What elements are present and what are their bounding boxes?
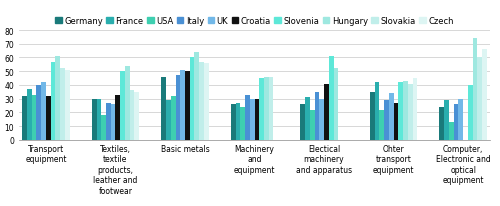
Bar xyxy=(166,101,171,140)
Bar xyxy=(245,95,250,140)
Bar xyxy=(125,66,130,140)
Bar xyxy=(120,72,125,140)
Bar xyxy=(384,101,389,140)
Bar xyxy=(240,107,245,140)
Bar xyxy=(130,91,134,140)
Bar xyxy=(190,58,194,140)
Bar xyxy=(204,64,208,140)
Bar xyxy=(236,103,240,140)
Bar xyxy=(389,94,394,140)
Bar xyxy=(32,95,36,140)
Bar xyxy=(162,77,166,140)
Bar xyxy=(27,90,32,140)
Bar xyxy=(60,69,65,140)
Bar xyxy=(380,110,384,140)
Bar xyxy=(65,70,70,140)
Bar xyxy=(300,105,305,140)
Bar xyxy=(56,57,60,140)
Bar xyxy=(110,105,116,140)
Bar xyxy=(472,39,478,140)
Bar xyxy=(36,85,41,140)
Bar xyxy=(305,98,310,140)
Bar xyxy=(310,110,314,140)
Bar xyxy=(370,92,374,140)
Bar xyxy=(449,122,454,140)
Legend: Germany, France, USA, Italy, UK, Croatia, Slovenia, Hungary, Slovakia, Czech: Germany, France, USA, Italy, UK, Croatia… xyxy=(55,17,454,26)
Bar xyxy=(324,84,329,140)
Bar xyxy=(440,107,444,140)
Bar xyxy=(194,53,199,140)
Bar xyxy=(314,92,320,140)
Bar xyxy=(374,83,380,140)
Bar xyxy=(180,70,185,140)
Bar xyxy=(171,96,175,140)
Bar xyxy=(478,58,482,140)
Bar xyxy=(185,72,190,140)
Bar xyxy=(394,103,398,140)
Bar xyxy=(403,81,408,140)
Bar xyxy=(334,69,338,140)
Bar xyxy=(482,50,487,140)
Bar xyxy=(116,95,120,140)
Bar xyxy=(412,79,417,140)
Bar xyxy=(102,116,106,140)
Bar xyxy=(199,62,204,140)
Bar xyxy=(259,79,264,140)
Bar xyxy=(320,99,324,140)
Bar xyxy=(264,77,268,140)
Bar xyxy=(250,99,254,140)
Bar xyxy=(176,76,180,140)
Bar xyxy=(268,77,274,140)
Bar xyxy=(454,105,458,140)
Bar xyxy=(96,99,102,140)
Bar xyxy=(134,92,139,140)
Bar xyxy=(231,105,235,140)
Bar xyxy=(41,83,46,140)
Bar xyxy=(444,101,449,140)
Bar xyxy=(458,99,463,140)
Bar xyxy=(106,103,110,140)
Bar xyxy=(408,84,412,140)
Bar xyxy=(92,99,96,140)
Bar xyxy=(254,99,259,140)
Bar xyxy=(46,96,50,140)
Bar xyxy=(50,62,56,140)
Bar xyxy=(398,83,403,140)
Bar xyxy=(468,85,472,140)
Bar xyxy=(22,96,27,140)
Bar xyxy=(329,57,334,140)
